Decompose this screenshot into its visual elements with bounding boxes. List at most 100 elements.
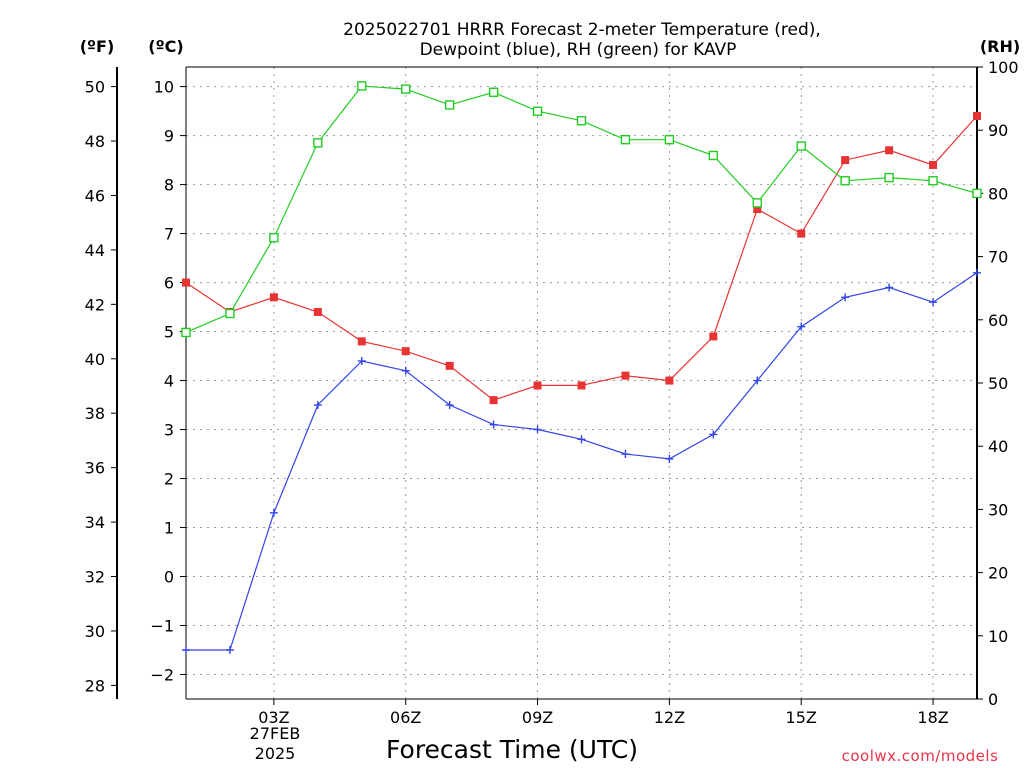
data-point bbox=[884, 172, 894, 183]
series-line bbox=[185, 115, 978, 401]
data-point bbox=[181, 327, 191, 338]
date-label-day: 27FEB bbox=[250, 724, 301, 743]
data-point bbox=[401, 347, 410, 356]
data-point bbox=[488, 87, 499, 97]
data-point bbox=[797, 229, 806, 238]
data-point bbox=[665, 454, 674, 463]
data-point bbox=[313, 138, 323, 148]
data-point bbox=[709, 430, 718, 439]
data-point bbox=[752, 198, 762, 208]
series-dewpoint bbox=[182, 268, 981, 655]
data-point bbox=[225, 308, 235, 319]
fahrenheit-tick-label: 32 bbox=[85, 568, 105, 587]
data-point bbox=[269, 232, 279, 243]
celsius-tick-label: 8 bbox=[164, 176, 174, 195]
fahrenheit-tick-label: 40 bbox=[85, 350, 105, 369]
data-point bbox=[532, 106, 543, 116]
data-point bbox=[973, 268, 981, 277]
series-line bbox=[186, 272, 978, 651]
data-point bbox=[357, 356, 366, 365]
fahrenheit-axis-unit: (ºF) bbox=[80, 37, 115, 56]
chart-title-line2: Dewpoint (blue), RH (green) for KAVP bbox=[420, 40, 737, 60]
credit-watermark: coolwx.com/models bbox=[842, 747, 999, 765]
celsius-tick-label: 10 bbox=[154, 78, 174, 97]
celsius-tick-label: 0 bbox=[164, 568, 174, 587]
data-point bbox=[885, 146, 894, 155]
data-point bbox=[973, 111, 981, 120]
data-point bbox=[577, 435, 586, 444]
fahrenheit-tick-label: 42 bbox=[85, 295, 105, 314]
rh-axis-unit: (RH) bbox=[980, 37, 1020, 56]
date-label-year: 2025 bbox=[255, 744, 296, 763]
celsius-tick-label: 6 bbox=[164, 274, 174, 293]
data-point bbox=[577, 381, 586, 390]
rh-tick-label: 80 bbox=[988, 184, 1008, 203]
x-tick-label: 18Z bbox=[917, 708, 948, 727]
data-point bbox=[709, 332, 718, 341]
data-point bbox=[182, 646, 190, 655]
data-point bbox=[357, 337, 366, 346]
rh-tick-label: 50 bbox=[988, 374, 1008, 393]
rh-tick-label: 70 bbox=[988, 248, 1008, 267]
data-point bbox=[753, 205, 762, 214]
rh-tick-label: 30 bbox=[988, 500, 1008, 519]
data-point bbox=[269, 293, 278, 302]
data-point bbox=[929, 160, 938, 169]
data-point bbox=[621, 371, 630, 380]
data-point bbox=[841, 293, 850, 302]
fahrenheit-tick-label: 36 bbox=[85, 459, 105, 478]
fahrenheit-tick-label: 48 bbox=[85, 132, 105, 151]
rh-tick-label: 20 bbox=[988, 564, 1008, 583]
x-tick-label: 12Z bbox=[654, 708, 685, 727]
data-point bbox=[444, 100, 455, 110]
rh-tick-label: 40 bbox=[988, 437, 1008, 456]
rh-tick-label: 60 bbox=[988, 311, 1008, 330]
data-point bbox=[445, 361, 454, 370]
data-point bbox=[357, 81, 367, 91]
grid-lines bbox=[186, 67, 977, 699]
celsius-tick-label: −1 bbox=[150, 617, 174, 636]
fahrenheit-tick-label: 34 bbox=[85, 513, 105, 532]
celsius-tick-label: 7 bbox=[164, 225, 174, 244]
x-tick-label: 03Z bbox=[258, 708, 289, 727]
data-point bbox=[972, 188, 982, 199]
data-point bbox=[665, 376, 674, 385]
celsius-tick-label: 3 bbox=[164, 421, 174, 440]
data-point bbox=[929, 298, 938, 307]
data-point bbox=[313, 307, 322, 316]
plot-series bbox=[181, 81, 982, 655]
data-point bbox=[664, 134, 675, 145]
celsius-tick-label: 4 bbox=[164, 372, 174, 391]
series-temperature bbox=[182, 111, 981, 405]
fahrenheit-tick-label: 44 bbox=[85, 241, 105, 260]
data-point bbox=[269, 508, 278, 517]
data-point bbox=[489, 420, 498, 429]
series-rh bbox=[181, 81, 982, 338]
fahrenheit-tick-label: 38 bbox=[85, 404, 105, 423]
data-point bbox=[533, 425, 542, 434]
celsius-tick-label: 5 bbox=[164, 323, 174, 342]
fahrenheit-tick-label: 28 bbox=[85, 676, 105, 695]
data-point bbox=[445, 401, 454, 410]
celsius-tick-label: 1 bbox=[164, 519, 174, 538]
data-point bbox=[620, 134, 631, 145]
chart-title-line1: 2025022701 HRRR Forecast 2-meter Tempera… bbox=[343, 20, 821, 40]
celsius-axis-unit: (ºC) bbox=[148, 37, 183, 56]
celsius-tick-label: −2 bbox=[150, 666, 174, 685]
data-point bbox=[796, 141, 806, 151]
data-point bbox=[489, 396, 498, 405]
tick-labels: −2−1012345678910283032343638404244464850… bbox=[85, 58, 1019, 727]
x-tick-label: 09Z bbox=[522, 708, 553, 727]
data-point bbox=[182, 278, 190, 287]
data-point bbox=[576, 116, 587, 126]
fahrenheit-tick-label: 30 bbox=[85, 622, 105, 641]
fahrenheit-tick-label: 50 bbox=[85, 78, 105, 97]
fahrenheit-tick-label: 46 bbox=[85, 186, 105, 205]
data-point bbox=[621, 450, 630, 459]
data-point bbox=[841, 156, 850, 165]
data-point bbox=[885, 283, 894, 292]
data-point bbox=[753, 376, 762, 385]
data-point bbox=[797, 322, 806, 331]
